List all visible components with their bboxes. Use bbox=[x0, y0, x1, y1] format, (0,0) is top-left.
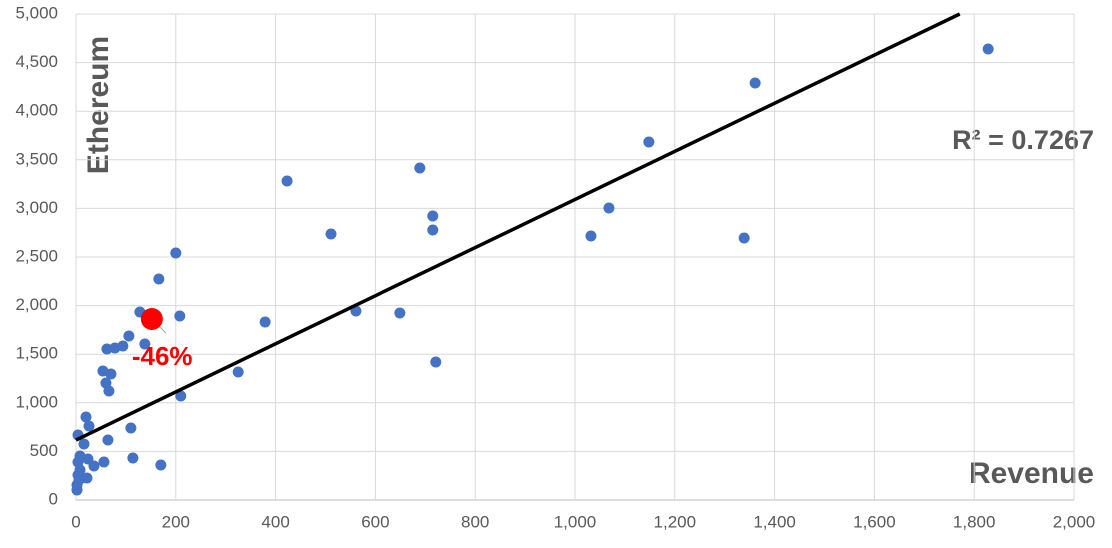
y-tick-label: 5,000 bbox=[15, 3, 58, 22]
point bbox=[738, 232, 750, 244]
x-tick-label: 400 bbox=[261, 512, 289, 531]
highlight-point bbox=[140, 308, 163, 331]
point bbox=[127, 452, 139, 464]
y-axis-label: Ethereum bbox=[82, 36, 115, 174]
point bbox=[125, 422, 137, 434]
point bbox=[427, 210, 439, 222]
point bbox=[585, 230, 597, 242]
x-tick-label: 600 bbox=[361, 512, 389, 531]
point bbox=[603, 202, 615, 214]
r-squared: R² = 0.7267 bbox=[952, 125, 1094, 155]
y-tick-label: 3,000 bbox=[15, 198, 58, 217]
highlight-label: -46% bbox=[132, 341, 193, 371]
y-tick-label: 2,000 bbox=[15, 295, 58, 314]
point bbox=[98, 456, 110, 468]
point bbox=[394, 307, 406, 319]
point bbox=[80, 411, 92, 423]
x-axis-label: Revenue bbox=[969, 457, 1094, 490]
x-tick-label: 1,800 bbox=[953, 512, 996, 531]
point bbox=[281, 175, 293, 187]
point bbox=[72, 456, 84, 468]
point bbox=[232, 366, 244, 378]
point bbox=[105, 368, 117, 380]
x-tick-label: 1,600 bbox=[853, 512, 896, 531]
point bbox=[139, 338, 151, 350]
point bbox=[83, 420, 95, 432]
point bbox=[643, 136, 655, 148]
trendline bbox=[75, 12, 961, 442]
point bbox=[155, 459, 167, 471]
point bbox=[101, 343, 113, 355]
y-tick-label: 4,500 bbox=[15, 52, 58, 71]
y-tick-label: 500 bbox=[30, 441, 58, 460]
point bbox=[102, 434, 114, 446]
point bbox=[427, 224, 439, 236]
point bbox=[78, 438, 90, 450]
point bbox=[170, 247, 182, 259]
x-tick-label: 800 bbox=[461, 512, 489, 531]
point bbox=[749, 77, 761, 89]
y-tick-label: 2,500 bbox=[15, 246, 58, 265]
x-tick-label: 1,000 bbox=[554, 512, 597, 531]
x-tick-label: 1,200 bbox=[654, 512, 697, 531]
point bbox=[88, 460, 100, 472]
point bbox=[153, 273, 165, 285]
point bbox=[325, 228, 337, 240]
point bbox=[175, 390, 187, 402]
x-tick-label: 2,000 bbox=[1053, 512, 1096, 531]
point bbox=[103, 385, 115, 397]
point bbox=[430, 356, 442, 368]
x-tick-label: 1,400 bbox=[753, 512, 796, 531]
y-tick-label: 0 bbox=[49, 489, 58, 508]
point bbox=[71, 484, 83, 496]
point bbox=[982, 43, 994, 55]
y-tick-label: 4,000 bbox=[15, 101, 58, 120]
x-tick-label: 200 bbox=[162, 512, 190, 531]
y-tick-label: 1,500 bbox=[15, 344, 58, 363]
point bbox=[174, 310, 186, 322]
y-tick-label: 1,000 bbox=[15, 392, 58, 411]
point bbox=[414, 162, 426, 174]
point bbox=[76, 472, 88, 484]
x-tick-label: 0 bbox=[71, 512, 80, 531]
point bbox=[123, 330, 135, 342]
y-tick-label: 3,500 bbox=[15, 149, 58, 168]
point bbox=[259, 316, 271, 328]
